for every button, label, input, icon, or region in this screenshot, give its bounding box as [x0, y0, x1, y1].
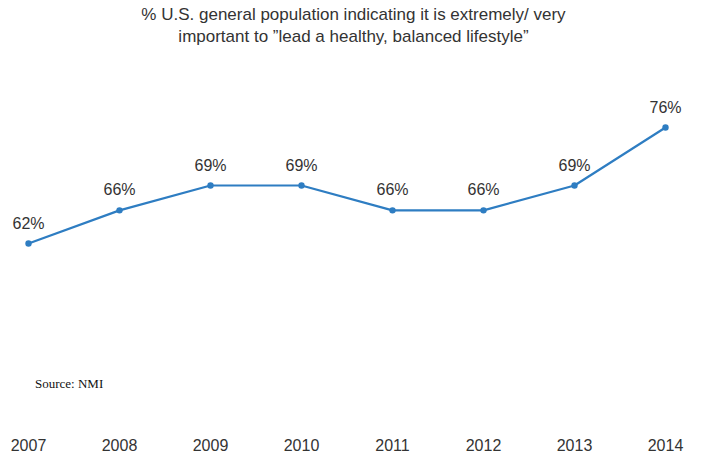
svg-text:2009: 2009	[193, 437, 229, 454]
svg-text:2007: 2007	[11, 437, 47, 454]
svg-text:2013: 2013	[557, 437, 593, 454]
svg-text:69%: 69%	[285, 157, 317, 174]
svg-text:2010: 2010	[284, 437, 320, 454]
svg-text:66%: 66%	[376, 181, 408, 198]
svg-text:66%: 66%	[467, 181, 499, 198]
svg-text:2008: 2008	[102, 437, 138, 454]
svg-text:76%: 76%	[649, 99, 681, 116]
svg-text:62%: 62%	[12, 215, 44, 232]
svg-text:69%: 69%	[558, 157, 590, 174]
svg-text:2011: 2011	[375, 437, 410, 454]
html-text:Source: NMI: Source: NMI	[35, 376, 104, 391]
html-text:% U.S. general population indi: % U.S. general population indicating it …	[141, 5, 566, 46]
svg-text:2012: 2012	[466, 437, 502, 454]
svg-text:66%: 66%	[103, 181, 135, 198]
svg-text:69%: 69%	[194, 157, 226, 174]
svg-text:2014: 2014	[648, 437, 684, 454]
